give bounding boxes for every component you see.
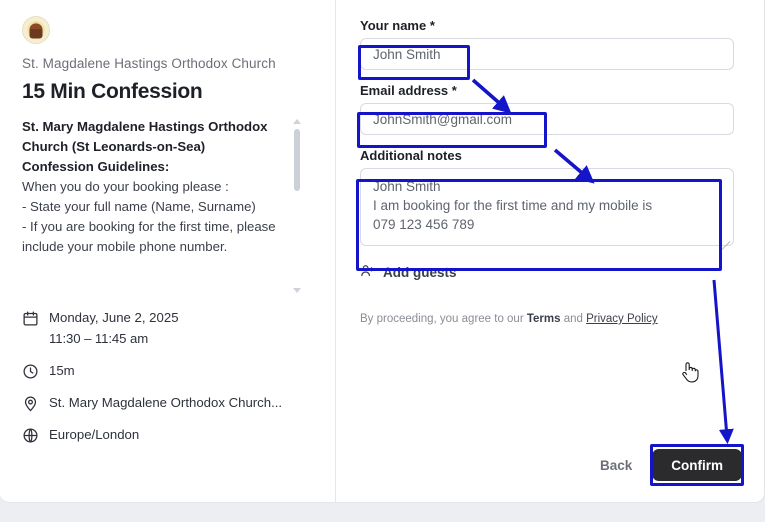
additional-notes-textarea[interactable]: John Smith I am booking for the first ti… <box>360 168 734 250</box>
event-description: St. Mary Magdalene Hastings Orthodox Chu… <box>22 117 290 257</box>
terms-middle: and <box>560 313 587 325</box>
event-meta-list: Monday, June 2, 2025 11:30 – 11:45 am 15… <box>22 309 313 444</box>
description-line-3: - If you are booking for the first time,… <box>22 219 276 254</box>
event-details-pane: St. Magdalene Hastings Orthodox Church 1… <box>0 0 336 502</box>
globe-icon <box>22 427 39 444</box>
add-person-icon <box>360 263 375 281</box>
avatar <box>22 16 50 44</box>
scroll-down-arrow-icon[interactable] <box>293 288 301 293</box>
email-required-mark: * <box>451 83 457 98</box>
privacy-policy-link[interactable]: Privacy Policy <box>586 313 658 325</box>
meta-date-line2: 11:30 – 11:45 am <box>49 331 149 346</box>
name-field-label: Your name * <box>360 18 734 33</box>
terms-prefix: By proceeding, you agree to our <box>360 313 527 325</box>
add-guests-label: Add guests <box>383 264 457 280</box>
meta-row-timezone: Europe/London <box>22 426 313 444</box>
location-pin-icon <box>22 395 39 412</box>
calendar-icon <box>22 310 39 327</box>
description-scrollbar[interactable] <box>291 117 304 295</box>
confirm-button[interactable]: Confirm <box>652 449 742 481</box>
meta-row-location: St. Mary Magdalene Orthodox Church... <box>22 394 313 412</box>
meta-date-text: Monday, June 2, 2025 11:30 – 11:45 am <box>49 309 179 348</box>
clock-icon <box>22 363 39 380</box>
form-actions: Back Confirm <box>594 449 742 481</box>
booking-card: St. Magdalene Hastings Orthodox Church 1… <box>0 0 765 503</box>
description-line-1: When you do your booking please : <box>22 179 229 194</box>
meta-row-duration: 15m <box>22 362 313 380</box>
event-description-scroll[interactable]: St. Mary Magdalene Hastings Orthodox Chu… <box>22 117 304 295</box>
name-label-text: Your name <box>360 18 427 33</box>
meta-row-date: Monday, June 2, 2025 11:30 – 11:45 am <box>22 309 313 348</box>
scrollbar-thumb[interactable] <box>294 129 300 191</box>
description-line-2: - State your full name (Name, Surname) <box>22 199 256 214</box>
resize-handle-icon[interactable] <box>721 233 731 250</box>
meta-date-line1: Monday, June 2, 2025 <box>49 310 179 325</box>
terms-notice: By proceeding, you agree to our Terms an… <box>360 313 734 325</box>
name-required-mark: * <box>429 18 435 33</box>
booking-form-pane: Your name * John Smith Email address * J… <box>336 0 764 502</box>
page-title: 15 Min Confession <box>22 80 203 103</box>
meta-location-text: St. Mary Magdalene Orthodox Church... <box>49 395 283 410</box>
email-field-label: Email address * <box>360 83 734 98</box>
name-input[interactable]: John Smith <box>360 38 734 70</box>
description-heading-2: Confession Guidelines: <box>22 159 170 174</box>
email-label-text: Email address <box>360 83 449 98</box>
terms-link[interactable]: Terms <box>526 313 561 325</box>
meta-duration-text: 15m <box>49 363 75 378</box>
scroll-up-arrow-icon[interactable] <box>293 119 301 124</box>
description-heading-1: St. Mary Magdalene Hastings Orthodox Chu… <box>22 119 268 154</box>
meta-timezone-text: Europe/London <box>49 427 140 442</box>
back-button[interactable]: Back <box>594 454 638 477</box>
organization-name: St. Magdalene Hastings Orthodox Church <box>22 56 276 71</box>
add-guests-button[interactable]: Add guests <box>360 263 457 281</box>
email-input[interactable]: JohnSmith@gmail.com <box>360 103 734 135</box>
notes-field-label: Additional notes <box>360 148 462 163</box>
